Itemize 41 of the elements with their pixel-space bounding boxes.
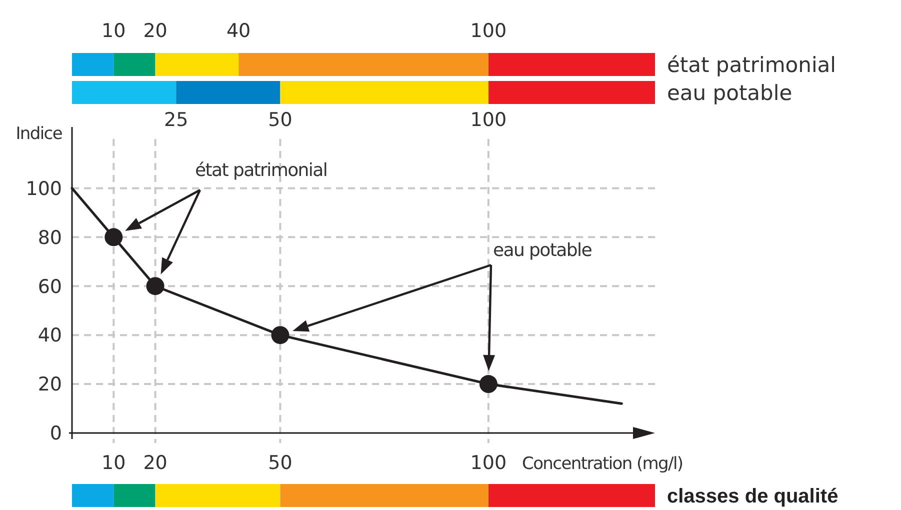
y-tick-label: 40	[38, 324, 62, 347]
bar	[114, 484, 156, 507]
x-tick-label: 20	[143, 452, 168, 474]
bar	[488, 484, 655, 507]
x-axis-title: Concentration (mg/l)	[522, 454, 683, 474]
bar	[155, 53, 239, 76]
point	[271, 326, 290, 344]
y-tick-label: eau potable	[667, 80, 792, 105]
y-tick-label: 0	[50, 422, 62, 445]
annotation: eau potable	[493, 240, 592, 261]
bar	[155, 484, 280, 507]
point	[104, 228, 123, 246]
x-tick-label: 10	[102, 452, 126, 474]
bar	[72, 81, 176, 104]
x-tick-label: 100	[470, 452, 507, 474]
bar	[280, 484, 488, 507]
y-tick-label: 60	[38, 276, 62, 298]
x2-tick-label: 100	[470, 20, 507, 42]
x2-tick-label: 40	[226, 20, 251, 42]
x-tick-label: 50	[268, 109, 292, 131]
x-tick-label: 100	[470, 109, 507, 131]
y-tick-label: classes de qualité	[667, 486, 838, 508]
y-tick-label: 80	[38, 226, 62, 249]
point	[479, 375, 498, 394]
bar	[72, 484, 114, 507]
bar	[72, 53, 114, 76]
y-tick-label: 20	[38, 374, 62, 396]
bar	[280, 81, 488, 104]
y-tick-label: 100	[26, 178, 62, 200]
y-axis-title: Indice	[16, 124, 62, 144]
point	[146, 277, 164, 296]
bar	[238, 53, 488, 76]
bar	[488, 53, 655, 76]
x-tick-label: 25	[164, 109, 188, 131]
x2-tick-label: 10	[102, 20, 126, 42]
y-tick-label: état patrimonial	[667, 52, 836, 77]
annotation: état patrimonial	[195, 160, 328, 181]
x2-tick-label: 20	[143, 20, 168, 42]
bar	[114, 53, 156, 76]
bar	[176, 81, 280, 104]
x-tick-label: 50	[268, 452, 292, 474]
